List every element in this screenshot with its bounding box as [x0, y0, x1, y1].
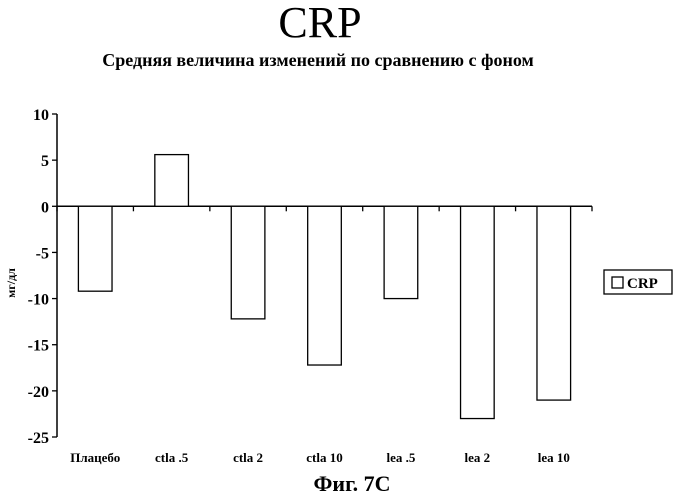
y-tick-label: 10 — [33, 107, 49, 124]
y-tick-label: 5 — [41, 153, 49, 170]
y-tick-label: 0 — [41, 199, 49, 216]
y-tick-label: -25 — [28, 430, 49, 447]
y-tick-label: -10 — [28, 292, 49, 309]
x-labels: Плацебо ctla .5 ctla 2 ctla 10 lea .5 lea 2 le… — [70, 450, 570, 465]
bar-1 — [78, 206, 112, 291]
legend: CRP — [604, 270, 672, 294]
bar-5 — [384, 206, 418, 298]
chart-title: CRP — [278, 0, 361, 47]
bar-4 — [308, 206, 342, 365]
bar-2 — [155, 155, 189, 207]
y-axis-label: мг/дл — [4, 268, 18, 298]
legend-label: CRP — [627, 276, 658, 292]
legend-swatch — [612, 277, 623, 288]
y-tick-label: -5 — [36, 245, 49, 262]
x-category-label: lea 2 — [465, 450, 491, 465]
y-ticks: 10 5 0 -5 -10 -15 -20 -25 — [28, 107, 57, 447]
bar-6 — [461, 206, 495, 418]
x-category-label: lea 10 — [538, 450, 570, 465]
bars — [78, 155, 570, 419]
x-category-label: ctla 10 — [306, 450, 342, 465]
figure-caption: Фиг. 7C — [314, 471, 391, 496]
bar-3 — [231, 206, 265, 319]
x-category-label: ctla .5 — [155, 450, 189, 465]
bar-7 — [537, 206, 571, 400]
x-category-label: Плацебо — [70, 450, 120, 465]
x-category-label: ctla 2 — [233, 450, 263, 465]
y-tick-label: -20 — [28, 384, 49, 401]
x-category-label: lea .5 — [386, 450, 415, 465]
y-tick-label: -15 — [28, 338, 49, 355]
chart-subtitle: Средняя величина изменений по сравнению … — [102, 50, 534, 70]
